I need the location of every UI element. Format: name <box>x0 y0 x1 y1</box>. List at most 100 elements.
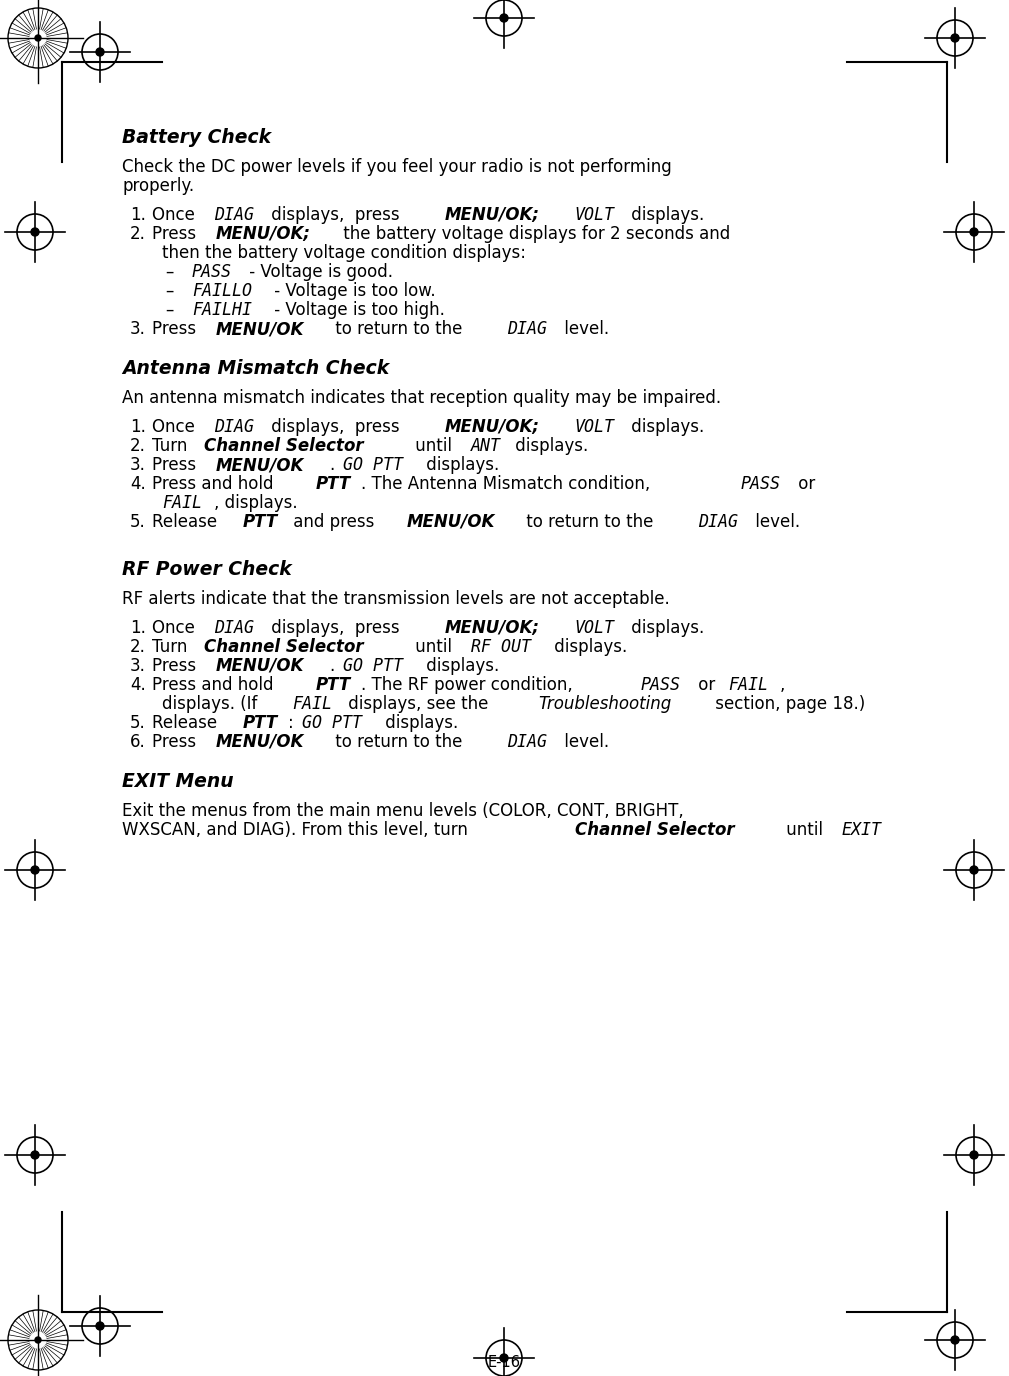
Text: .: . <box>330 656 340 676</box>
Text: displays.: displays. <box>626 418 704 436</box>
Circle shape <box>30 30 46 45</box>
Text: Press: Press <box>152 321 202 338</box>
Text: 1.: 1. <box>130 206 146 224</box>
Text: displays.: displays. <box>626 619 704 637</box>
Text: Antenna Mismatch Check: Antenna Mismatch Check <box>122 359 389 378</box>
Text: section, page 18.): section, page 18.) <box>709 695 865 713</box>
Text: MENU/OK: MENU/OK <box>216 455 304 473</box>
Text: 4.: 4. <box>130 676 145 694</box>
Circle shape <box>35 1337 41 1343</box>
Text: FAILLO: FAILLO <box>192 282 252 300</box>
Text: DIAG: DIAG <box>214 619 254 637</box>
Text: then the battery voltage condition displays:: then the battery voltage condition displ… <box>162 244 526 261</box>
Circle shape <box>951 1336 959 1344</box>
Text: FAILHI: FAILHI <box>192 301 252 319</box>
Text: . The RF power condition,: . The RF power condition, <box>361 676 578 694</box>
Text: until: until <box>411 638 458 656</box>
Circle shape <box>31 866 39 874</box>
Text: DIAG: DIAG <box>214 418 254 436</box>
Text: PASS: PASS <box>741 475 781 493</box>
Circle shape <box>970 228 978 237</box>
Text: Once: Once <box>152 206 200 224</box>
Text: or: or <box>692 676 720 694</box>
Text: VOLT: VOLT <box>574 206 614 224</box>
Text: - Voltage is good.: - Voltage is good. <box>243 263 393 281</box>
Circle shape <box>96 48 104 56</box>
Text: MENU/OK;: MENU/OK; <box>445 418 540 436</box>
Text: 1.: 1. <box>130 619 146 637</box>
Text: MENU/OK: MENU/OK <box>407 513 494 531</box>
Text: PASS: PASS <box>641 676 681 694</box>
Text: 2.: 2. <box>130 638 146 656</box>
Text: DIAG: DIAG <box>508 733 547 751</box>
Text: properly.: properly. <box>122 178 194 195</box>
Text: Once: Once <box>152 619 200 637</box>
Text: FAIL: FAIL <box>292 695 332 713</box>
Text: - Voltage is too low.: - Voltage is too low. <box>269 282 436 300</box>
Text: Channel Selector: Channel Selector <box>205 438 364 455</box>
Text: level.: level. <box>559 321 609 338</box>
Text: Release: Release <box>152 513 222 531</box>
Text: PTT: PTT <box>316 676 351 694</box>
Text: the battery voltage displays for 2 seconds and: the battery voltage displays for 2 secon… <box>338 226 731 244</box>
Text: DIAG: DIAG <box>214 206 254 224</box>
Text: –: – <box>165 282 174 300</box>
Circle shape <box>951 34 959 43</box>
Text: to return to the: to return to the <box>330 321 467 338</box>
Circle shape <box>970 1150 978 1159</box>
Text: 5.: 5. <box>130 714 145 732</box>
Text: Channel Selector: Channel Selector <box>205 638 364 656</box>
Text: Turn: Turn <box>152 438 193 455</box>
Text: 3.: 3. <box>130 656 146 676</box>
Text: Press: Press <box>152 226 202 244</box>
Circle shape <box>31 1150 39 1159</box>
Text: EXIT: EXIT <box>842 821 882 839</box>
Text: 2.: 2. <box>130 226 146 244</box>
Text: GO PTT: GO PTT <box>343 656 404 676</box>
Text: MENU/OK: MENU/OK <box>216 733 304 751</box>
Text: Press: Press <box>152 733 202 751</box>
Text: –: – <box>165 301 174 319</box>
Text: 6.: 6. <box>130 733 145 751</box>
Circle shape <box>500 1354 508 1362</box>
Text: –: – <box>165 263 174 281</box>
Text: Press and hold: Press and hold <box>152 475 278 493</box>
Circle shape <box>970 866 978 874</box>
Text: An antenna mismatch indicates that reception quality may be impaired.: An antenna mismatch indicates that recep… <box>122 389 721 407</box>
Text: RF Power Check: RF Power Check <box>122 560 292 579</box>
Text: Press: Press <box>152 455 202 473</box>
Text: ,: , <box>780 676 785 694</box>
Text: GO PTT: GO PTT <box>343 455 404 473</box>
Text: displays. (If: displays. (If <box>162 695 262 713</box>
Text: 4.: 4. <box>130 475 145 493</box>
Text: .: . <box>330 455 340 473</box>
Text: FAIL: FAIL <box>162 494 202 512</box>
Text: displays,  press: displays, press <box>265 418 405 436</box>
Circle shape <box>31 228 39 237</box>
Text: WXSCAN, and DIAG). From this level, turn: WXSCAN, and DIAG). From this level, turn <box>122 821 473 839</box>
Text: PTT: PTT <box>243 513 278 531</box>
Text: Turn: Turn <box>152 638 193 656</box>
Text: Channel Selector: Channel Selector <box>575 821 735 839</box>
Text: MENU/OK: MENU/OK <box>216 321 304 338</box>
Text: displays, see the: displays, see the <box>343 695 494 713</box>
Circle shape <box>35 34 41 41</box>
Text: Check the DC power levels if you feel your radio is not performing: Check the DC power levels if you feel yo… <box>122 158 672 176</box>
Text: Release: Release <box>152 714 222 732</box>
Text: PASS: PASS <box>192 263 232 281</box>
Text: displays.: displays. <box>421 455 499 473</box>
Text: until: until <box>781 821 828 839</box>
Text: displays.: displays. <box>626 206 704 224</box>
Text: displays.: displays. <box>549 638 627 656</box>
Text: MENU/OK: MENU/OK <box>216 656 304 676</box>
Text: VOLT: VOLT <box>574 619 614 637</box>
Text: EXIT Menu: EXIT Menu <box>122 772 234 791</box>
Text: Battery Check: Battery Check <box>122 128 271 147</box>
Text: 5.: 5. <box>130 513 145 531</box>
Text: until: until <box>411 438 458 455</box>
Text: PTT: PTT <box>316 475 351 493</box>
Text: MENU/OK;: MENU/OK; <box>216 226 311 244</box>
Text: and press: and press <box>289 513 380 531</box>
Text: DIAG: DIAG <box>508 321 547 338</box>
Text: MENU/OK;: MENU/OK; <box>445 206 540 224</box>
